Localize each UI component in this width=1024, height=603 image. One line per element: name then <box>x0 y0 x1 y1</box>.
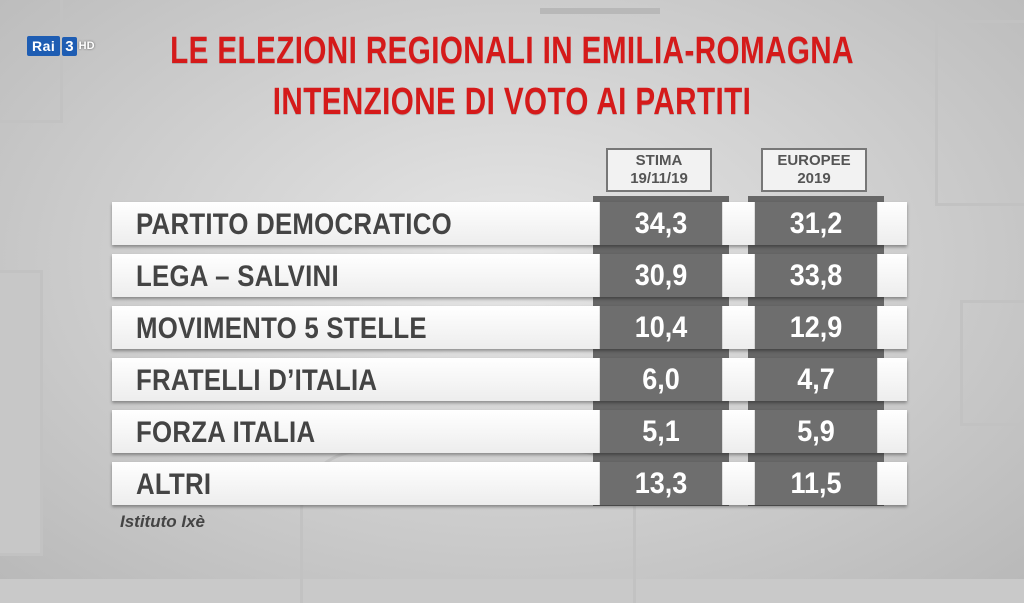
background-decoration <box>935 20 1024 206</box>
column-header-line: 2019 <box>797 170 831 187</box>
column-background-europee <box>748 196 884 506</box>
channel-logo-rai: Rai <box>27 36 61 56</box>
stima-value: 13,3 <box>599 462 723 505</box>
europee-value: 4,7 <box>754 358 878 401</box>
background-decoration <box>960 300 1024 426</box>
column-header-europee: EUROPEE 2019 <box>761 148 867 192</box>
party-label: MOVIMENTO 5 STELLE <box>136 312 427 345</box>
source-label: Istituto Ixè <box>120 512 206 531</box>
party-label: ALTRI <box>136 468 212 501</box>
party-label: FRATELLI D’ITALIA <box>136 364 378 397</box>
column-header-stima: STIMA 19/11/19 <box>606 148 712 192</box>
background-decoration <box>0 0 63 123</box>
party-label: PARTITO DEMOCRATICO <box>136 208 452 241</box>
stima-value: 5,1 <box>599 410 723 453</box>
table-row: PARTITO DEMOCRATICO 34,3 31,2 <box>112 202 907 245</box>
channel-logo-number: 3 <box>62 36 77 56</box>
column-header-line: STIMA <box>635 152 683 169</box>
stima-value: 34,3 <box>599 202 723 245</box>
europee-value: 12,9 <box>754 306 878 349</box>
party-label: LEGA – SALVINI <box>136 260 339 293</box>
stima-value: 10,4 <box>599 306 723 349</box>
stima-value: 30,9 <box>599 254 723 297</box>
background-decoration <box>540 8 660 14</box>
europee-value: 5,9 <box>754 410 878 453</box>
channel-logo-hd: HD <box>78 40 95 52</box>
europee-value: 11,5 <box>754 462 878 505</box>
table-row: ALTRI 13,3 11,5 <box>112 462 907 505</box>
party-label: FORZA ITALIA <box>136 416 316 449</box>
column-header-line: EUROPEE <box>777 152 851 169</box>
europee-value: 33,8 <box>754 254 878 297</box>
table-row: FORZA ITALIA 5,1 5,9 <box>112 410 907 453</box>
channel-logo: Rai 3 HD <box>27 34 95 58</box>
stima-value: 6,0 <box>599 358 723 401</box>
column-header-line: 19/11/19 <box>630 170 688 187</box>
chart-title: LE ELEZIONI REGIONALI IN EMILIA-ROMAGNA <box>170 30 854 72</box>
table-row: FRATELLI D’ITALIA 6,0 4,7 <box>112 358 907 401</box>
table-row: MOVIMENTO 5 STELLE 10,4 12,9 <box>112 306 907 349</box>
column-background-stima <box>593 196 729 506</box>
europee-value: 31,2 <box>754 202 878 245</box>
chart-subtitle: INTENZIONE DI VOTO AI PARTITI <box>272 81 752 123</box>
table-row: LEGA – SALVINI 30,9 33,8 <box>112 254 907 297</box>
background-decoration <box>0 270 43 556</box>
